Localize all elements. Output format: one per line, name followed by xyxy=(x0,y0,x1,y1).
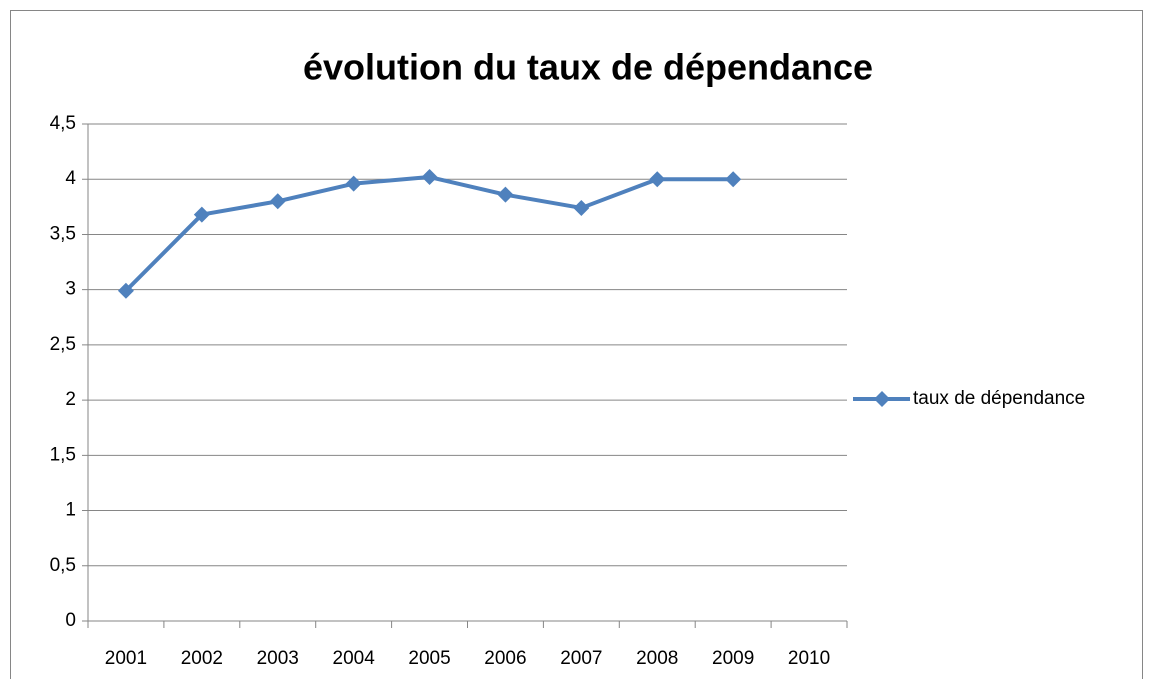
y-tick-label: 3,5 xyxy=(50,223,76,244)
data-point xyxy=(573,199,590,216)
x-tick-label: 2006 xyxy=(484,648,526,669)
x-tick-label: 2008 xyxy=(636,648,678,669)
x-tick-label: 2005 xyxy=(408,648,450,669)
data-point xyxy=(345,175,362,192)
x-tick-label: 2004 xyxy=(333,648,376,669)
y-tick-label: 0,5 xyxy=(50,555,76,576)
data-point xyxy=(269,193,286,210)
data-point xyxy=(193,206,210,223)
data-point xyxy=(421,169,438,186)
legend-marker xyxy=(874,391,890,407)
y-tick-label: 0 xyxy=(65,610,76,631)
legend-label: taux de dépendance xyxy=(913,388,1085,409)
x-tick-label: 2003 xyxy=(257,648,299,669)
data-point xyxy=(497,186,514,203)
y-tick-label: 4 xyxy=(65,168,76,189)
y-tick-label: 2 xyxy=(65,389,76,410)
x-tick-label: 2010 xyxy=(788,648,830,669)
x-tick-label: 2007 xyxy=(560,648,602,669)
y-tick-label: 4,5 xyxy=(50,113,76,134)
y-tick-label: 3 xyxy=(65,279,76,300)
y-tick-label: 1,5 xyxy=(50,444,76,465)
y-tick-label: 2,5 xyxy=(50,334,76,355)
data-point xyxy=(649,171,666,188)
x-tick-label: 2002 xyxy=(181,648,223,669)
data-point xyxy=(117,282,134,299)
x-tick-label: 2009 xyxy=(712,648,754,669)
y-tick-label: 1 xyxy=(65,500,76,521)
chart-title: évolution du taux de dépendance xyxy=(303,47,873,88)
x-tick-label: 2001 xyxy=(105,648,147,669)
data-point xyxy=(725,171,742,188)
